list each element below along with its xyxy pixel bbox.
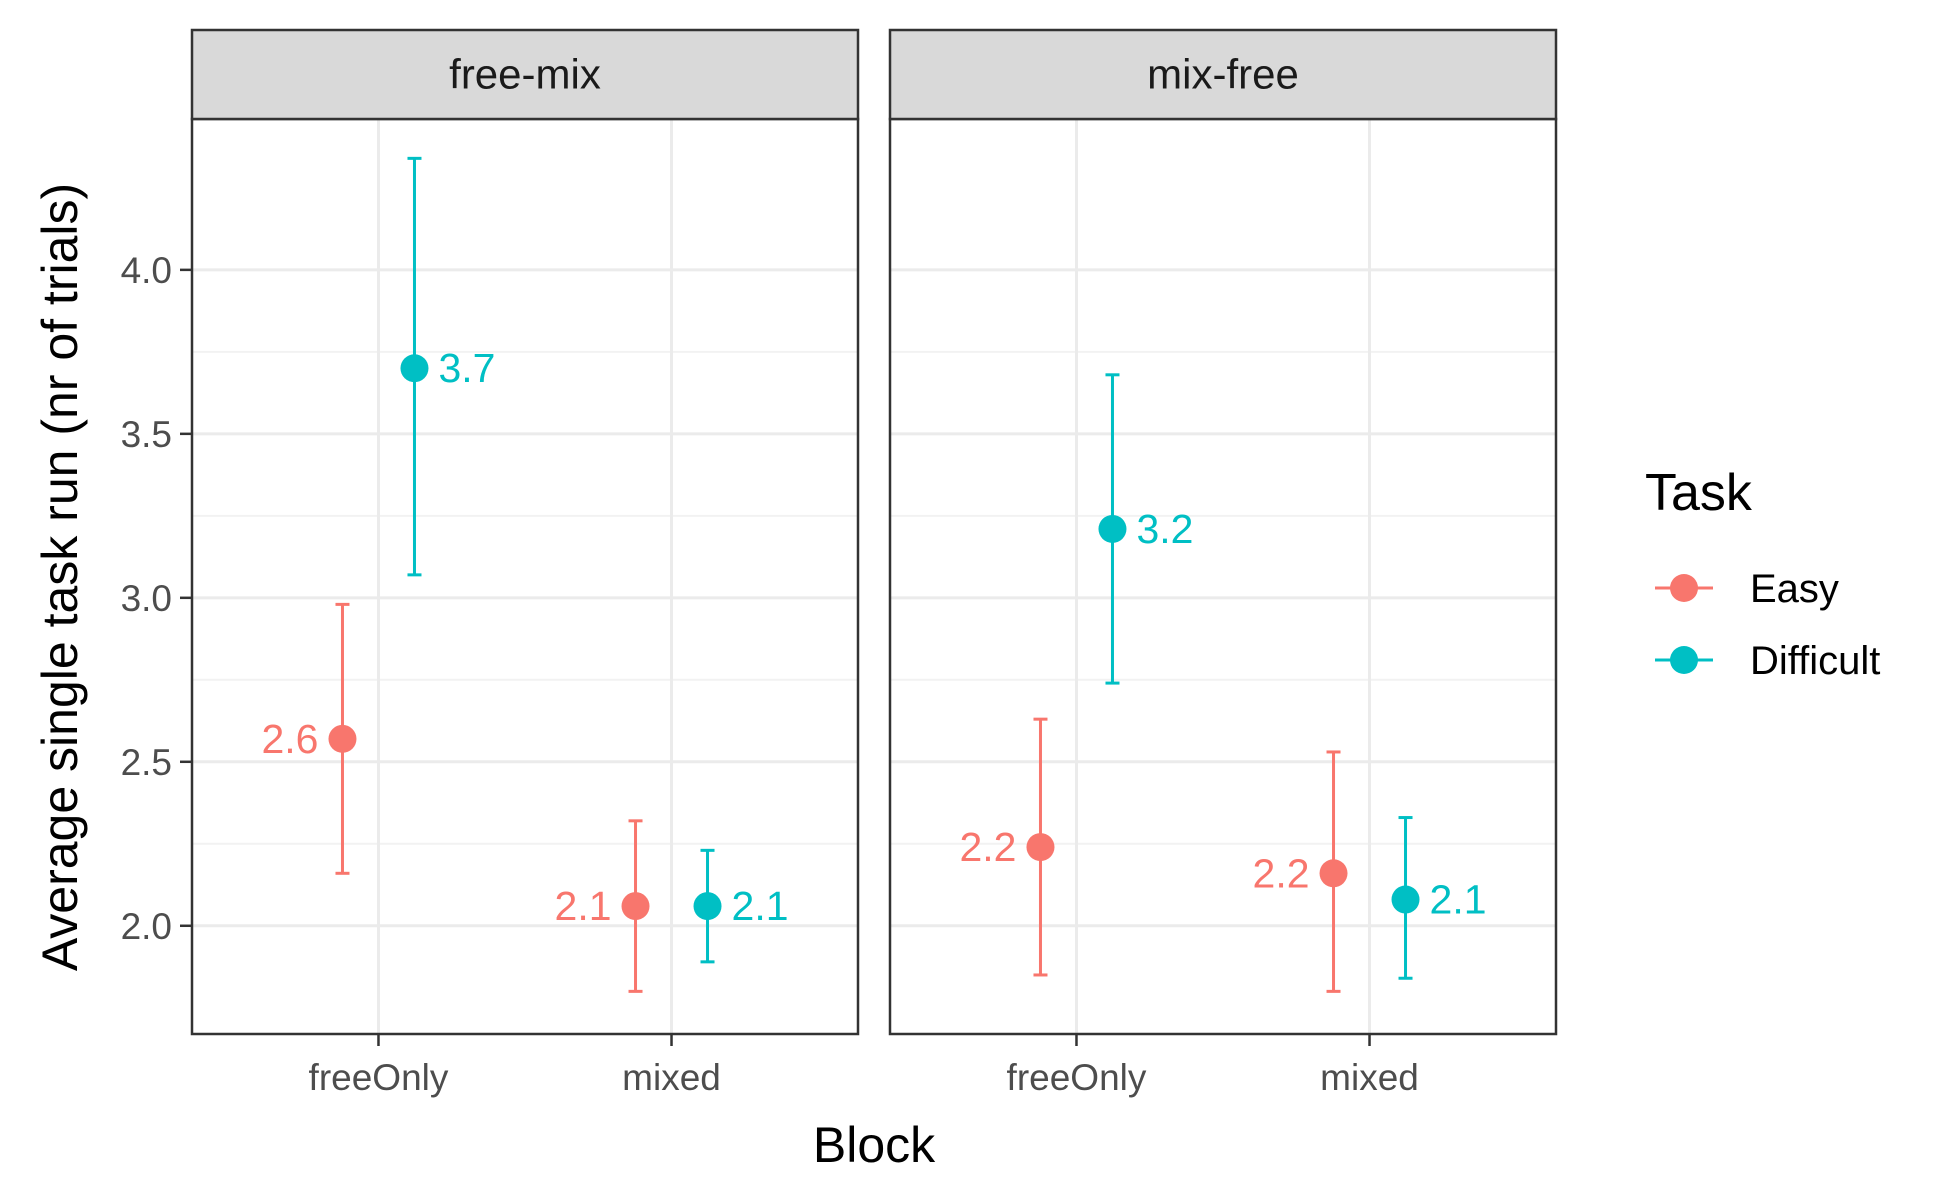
- data-label: 2.1: [1430, 877, 1487, 923]
- y-axis-title: Average single task run (nr of trials): [32, 183, 88, 971]
- data-point-group: 2.2: [1253, 750, 1348, 993]
- facet-strip-label: free-mix: [449, 51, 601, 98]
- data-point: [400, 354, 429, 383]
- y-tick-label: 4.0: [121, 250, 172, 291]
- x-tick-label: freeOnly: [1007, 1057, 1147, 1098]
- data-label: 2.6: [261, 716, 318, 762]
- data-label: 2.1: [555, 883, 612, 929]
- data-point-group: 3.2: [1098, 373, 1193, 685]
- panel-background: [890, 119, 1556, 1034]
- x-tick-label: freeOnly: [309, 1057, 449, 1098]
- x-tick-label: mixed: [622, 1057, 721, 1098]
- legend-key-point: [1670, 574, 1698, 602]
- data-point-group: 2.1: [555, 819, 650, 993]
- data-point: [1319, 859, 1348, 888]
- x-axis-title: Block: [813, 1117, 936, 1173]
- x-tick-label: mixed: [1320, 1057, 1419, 1098]
- y-tick-label: 2.5: [121, 742, 172, 783]
- facet-strip: [888, 28, 1558, 121]
- legend-key-point: [1670, 646, 1698, 674]
- facet-panel-free-mix: 2.6 2.1 3.7 2.1 free-mix freeOnly mixed 2.0 2.5 3…: [121, 28, 860, 1098]
- data-point-group: 2.1: [1391, 816, 1487, 980]
- data-point: [1098, 514, 1127, 543]
- legend-title: Task: [1645, 464, 1753, 522]
- legend-label: Difficult: [1750, 639, 1880, 683]
- y-tick-label: 2.0: [121, 906, 172, 947]
- data-label: 3.7: [438, 345, 495, 391]
- facet-panel-mix-free: 2.2 2.2 3.2 2.1 mix-free freeOnly mixed: [888, 28, 1558, 1098]
- data-point: [1026, 833, 1055, 862]
- data-label: 3.2: [1136, 506, 1193, 552]
- data-point-group: 2.6: [261, 602, 357, 875]
- data-label: 2.2: [1253, 850, 1310, 896]
- legend-label: Easy: [1750, 567, 1839, 611]
- facet-strip-label: mix-free: [1147, 51, 1299, 98]
- data-point: [328, 724, 357, 753]
- facet-strip: [190, 28, 860, 121]
- data-point: [621, 892, 650, 921]
- data-point-group: 2.2: [959, 717, 1055, 977]
- panel-background: [192, 119, 858, 1034]
- data-point: [693, 892, 722, 921]
- data-point-group: 2.1: [693, 848, 789, 964]
- y-tick-label: 3.0: [121, 578, 172, 619]
- legend-entry-easy: Easy: [1655, 567, 1839, 611]
- legend: Task Easy Difficult: [1645, 464, 1880, 683]
- legend-entry-difficult: Difficult: [1655, 639, 1880, 683]
- data-label: 2.1: [732, 883, 789, 929]
- y-tick-label: 3.5: [121, 414, 172, 455]
- data-point-group: 3.7: [400, 156, 495, 577]
- data-point: [1391, 885, 1420, 914]
- data-label: 2.2: [959, 824, 1016, 870]
